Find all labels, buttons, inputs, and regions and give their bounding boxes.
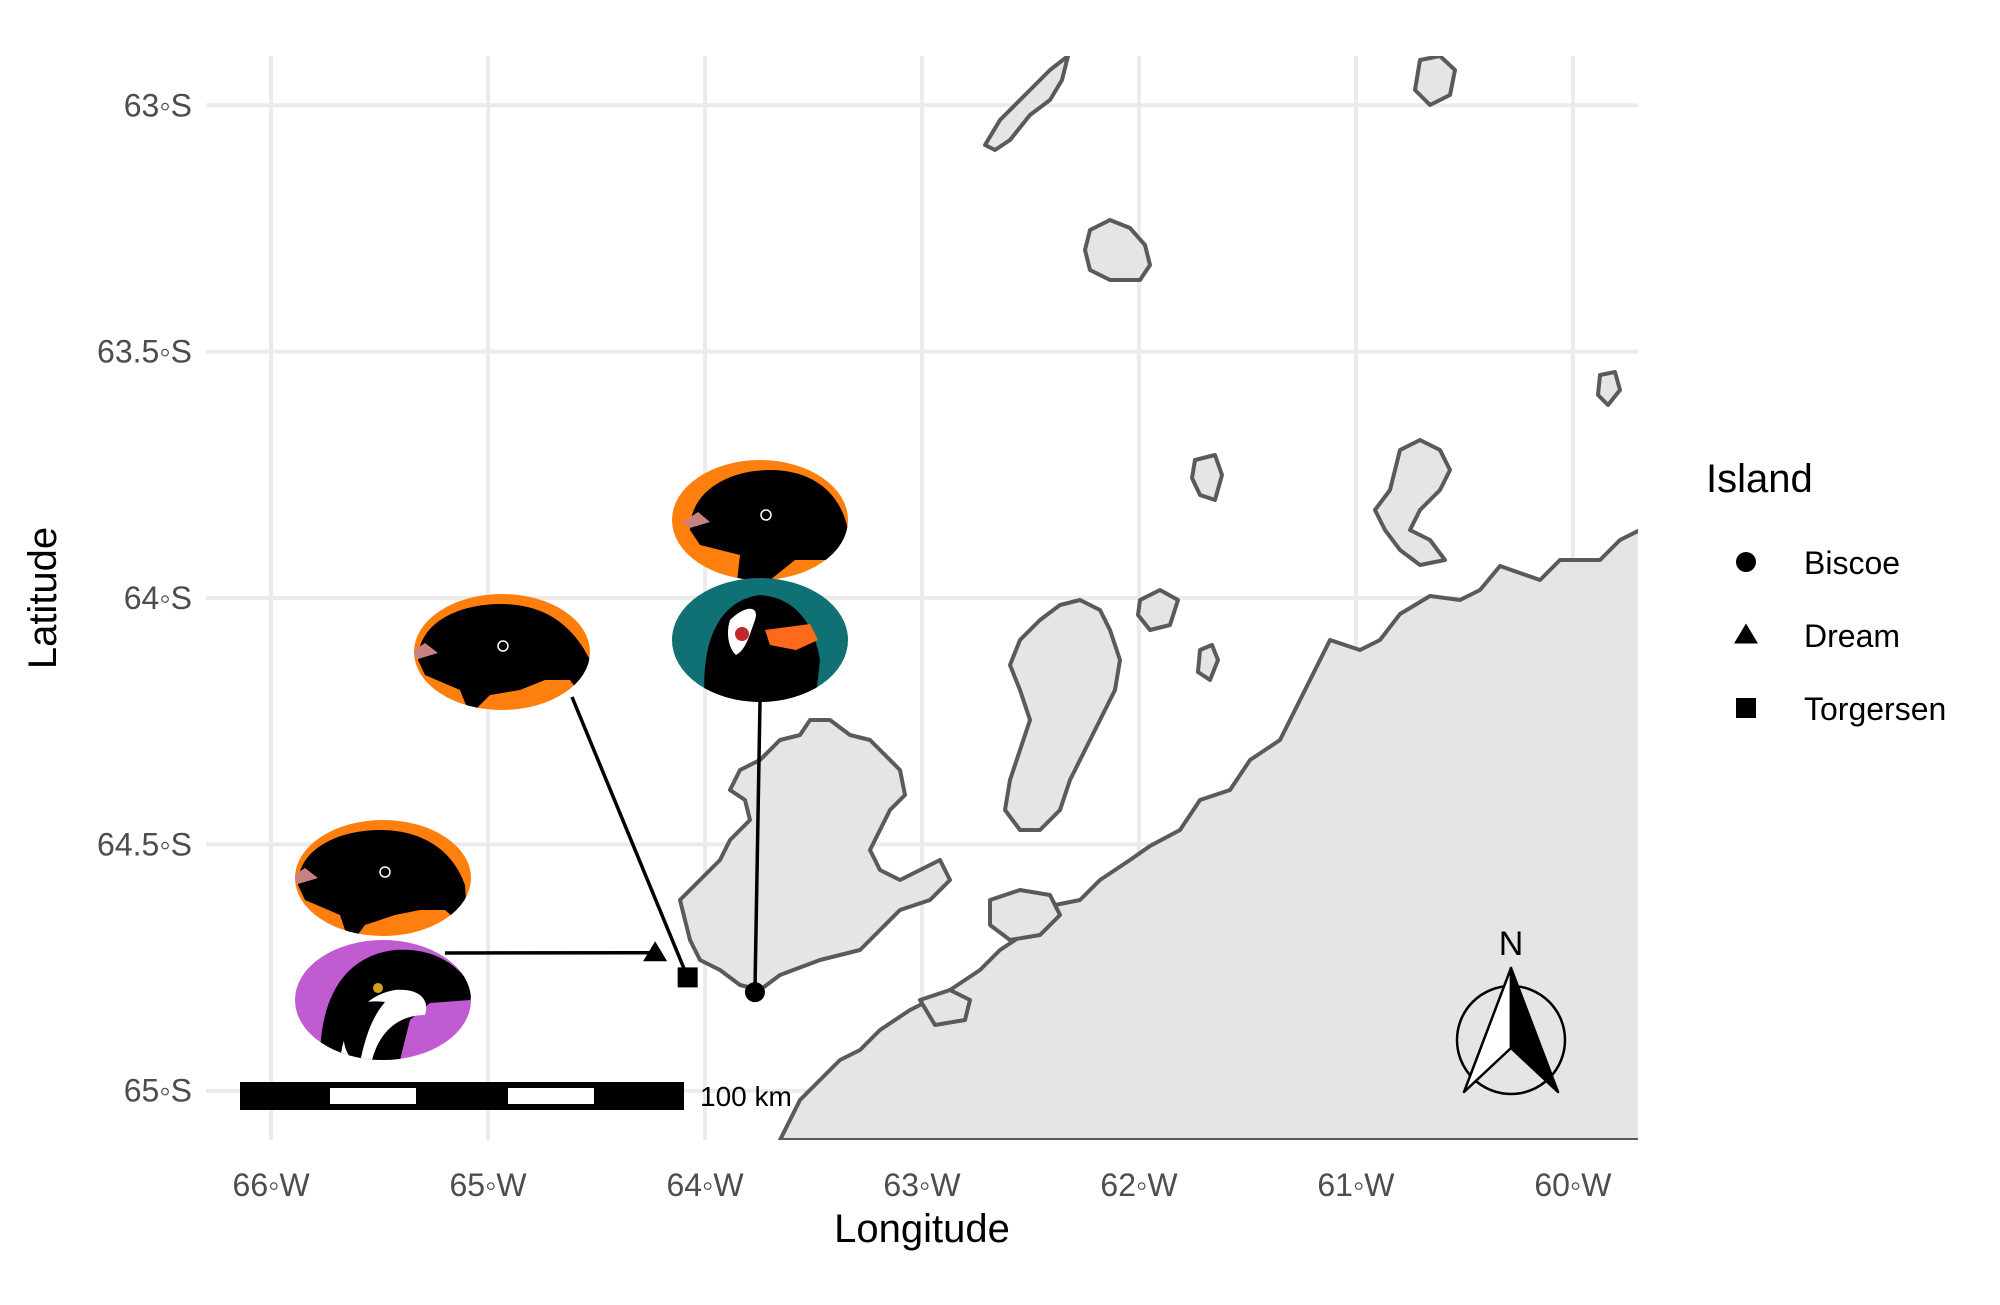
anvers-island	[680, 720, 950, 990]
marker-biscoe	[745, 982, 765, 1002]
island-small-b	[1598, 372, 1620, 405]
chinstrap-penguin-icon	[295, 940, 475, 1062]
legend-key-torgersen	[1736, 698, 1756, 718]
legend: Island Biscoe Dream Torgersen	[1706, 457, 1946, 727]
legend-key-dream	[1734, 624, 1758, 644]
adelie-penguin-icon	[290, 820, 471, 945]
x-tick-label: 63◦W	[883, 1167, 961, 1203]
x-axis-title: Longitude	[834, 1207, 1010, 1251]
x-tick-label: 60◦W	[1534, 1167, 1612, 1203]
gentoo-penguin-icon	[672, 578, 848, 705]
legend-label: Biscoe	[1804, 545, 1900, 581]
x-tick-label: 61◦W	[1317, 1167, 1395, 1203]
ne-archipelago	[1375, 440, 1450, 565]
legend-key-biscoe	[1736, 552, 1756, 572]
legend-label: Torgersen	[1804, 691, 1946, 727]
x-axis-ticks: 66◦W 65◦W 64◦W 63◦W 62◦W 61◦W 60◦W	[233, 1167, 1613, 1203]
y-axis-title: Latitude	[21, 527, 65, 669]
x-tick-label: 64◦W	[666, 1167, 744, 1203]
marker-torgersen	[678, 967, 698, 987]
north-island-2	[1415, 56, 1455, 105]
y-tick-label: 64◦S	[124, 580, 192, 616]
x-tick-label: 66◦W	[233, 1167, 311, 1203]
island-small-a	[1192, 455, 1222, 500]
y-tick-label: 64.5◦S	[97, 826, 192, 862]
y-tick-label: 63.5◦S	[97, 334, 192, 370]
scale-bar-label: 100 km	[700, 1081, 792, 1112]
y-tick-label: 65◦S	[124, 1073, 192, 1109]
legend-title: Island	[1706, 457, 1813, 501]
scale-bar: 100 km	[240, 1081, 792, 1112]
x-tick-label: 65◦W	[449, 1167, 527, 1203]
connector-line-torgersen	[572, 697, 688, 977]
north-arrow-label: N	[1499, 925, 1524, 963]
adelie-penguin-icon	[410, 594, 592, 715]
legend-label: Dream	[1804, 618, 1900, 654]
y-axis-ticks: 63◦S 63.5◦S 64◦S 64.5◦S 65◦S	[97, 87, 192, 1108]
y-tick-label: 63◦S	[124, 87, 192, 123]
island-small-d	[1138, 590, 1178, 630]
brabant-island	[1005, 600, 1120, 830]
island-small-c	[1198, 645, 1218, 680]
x-tick-label: 62◦W	[1100, 1167, 1178, 1203]
north-island-1	[985, 56, 1068, 150]
